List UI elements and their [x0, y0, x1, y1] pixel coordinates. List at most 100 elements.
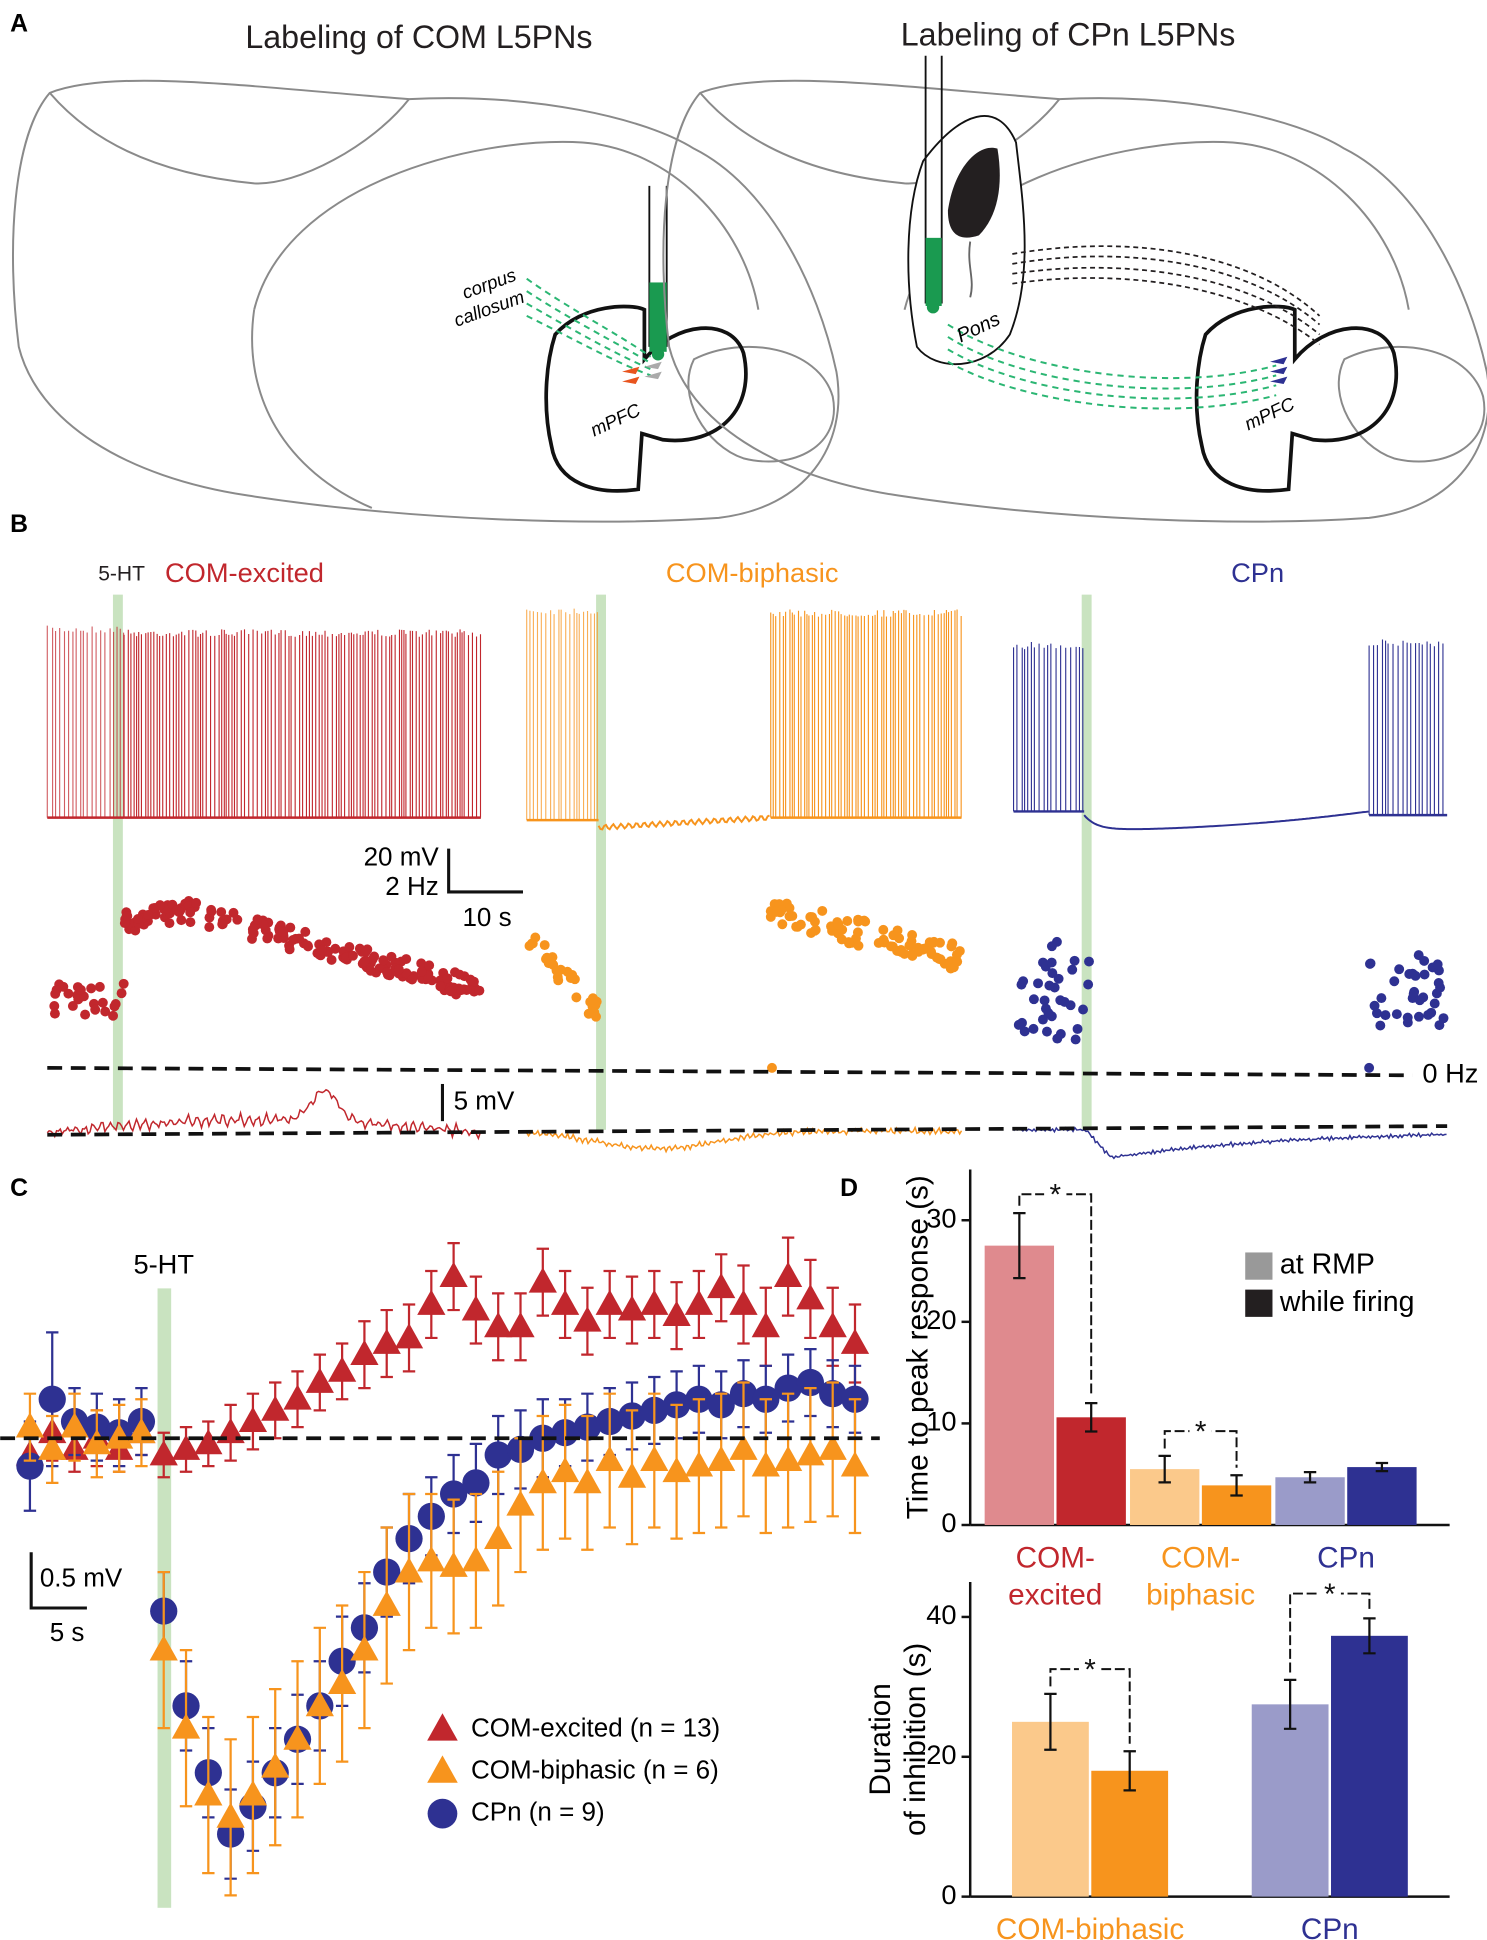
rate-dot — [90, 1004, 101, 1015]
rate-dot — [878, 924, 889, 935]
rate-dot — [381, 967, 392, 978]
rate-dot — [784, 903, 795, 913]
rate-dot — [284, 944, 295, 955]
rate-dot — [204, 922, 215, 933]
rate-dot — [1432, 959, 1443, 970]
rate-dot — [952, 956, 963, 967]
point — [506, 1490, 535, 1516]
rate-dot — [1028, 1023, 1039, 1034]
point — [60, 1412, 89, 1438]
x-tick-label: CPn — [1301, 1913, 1359, 1940]
rate-dot — [86, 983, 97, 994]
rate-dot — [300, 926, 311, 937]
rate-dot — [49, 1001, 60, 1011]
rate-dot — [1070, 1034, 1081, 1045]
bar — [1091, 1770, 1169, 1897]
rate-dot — [401, 968, 412, 979]
rate-dot — [217, 919, 228, 930]
rate-dot — [185, 907, 196, 918]
point — [773, 1261, 803, 1288]
rate-dot — [1028, 994, 1039, 1005]
rate-dot — [326, 954, 337, 965]
point — [751, 1451, 780, 1477]
point — [194, 1428, 223, 1455]
rate-dot — [817, 905, 828, 916]
rate-dot — [905, 940, 916, 951]
rate-dot — [935, 954, 946, 965]
significance-label: * — [1049, 1179, 1061, 1212]
rate-dot — [386, 951, 397, 962]
point — [840, 1328, 870, 1354]
point — [773, 1445, 803, 1471]
scale-bar — [29, 1552, 87, 1610]
rate-dot — [842, 916, 853, 926]
rate-dot — [378, 955, 389, 966]
point — [439, 1551, 468, 1577]
y-tick-label: 0 — [941, 1879, 956, 1910]
point — [640, 1289, 669, 1315]
rate-dot — [1013, 1019, 1024, 1030]
point — [729, 1289, 758, 1315]
rate-dot — [918, 944, 929, 955]
stimulus-bar — [1081, 594, 1092, 1130]
legend-label: CPn (n = 9) — [471, 1797, 605, 1827]
point — [528, 1267, 557, 1293]
rate-dot — [1376, 993, 1387, 1004]
error-bar — [1044, 1692, 1057, 1751]
point — [729, 1434, 758, 1460]
rate-dot — [1044, 980, 1055, 991]
rate-dot — [100, 1006, 111, 1017]
significance-label: * — [1324, 1578, 1336, 1611]
point — [796, 1368, 825, 1397]
stimulus-label: 5-HT — [98, 562, 145, 585]
error-bar — [1303, 1471, 1317, 1484]
rate-dot — [401, 954, 412, 965]
rate-dot — [894, 933, 905, 944]
point — [216, 1802, 245, 1828]
point — [617, 1462, 647, 1488]
significance-bracket — [1163, 1430, 1238, 1468]
rate-dot — [278, 926, 289, 937]
rate-dot — [365, 965, 376, 976]
rate-dot — [1433, 978, 1444, 988]
rate-dot — [1389, 976, 1400, 987]
rate-dot — [1369, 1000, 1380, 1011]
rate-dot — [1402, 1012, 1413, 1023]
rate-dot — [454, 969, 465, 980]
rate-dot — [416, 966, 427, 977]
point — [684, 1451, 714, 1477]
error-bar — [1283, 1678, 1297, 1730]
rate-dot — [359, 956, 370, 967]
label-bg — [1078, 1661, 1102, 1677]
point — [484, 1311, 513, 1338]
rate-dot — [456, 985, 467, 996]
trace-title: COM-biphasic — [666, 557, 839, 588]
point — [461, 1295, 491, 1321]
rate-dot — [1033, 978, 1043, 989]
point — [394, 1557, 424, 1583]
error-bar — [1158, 1454, 1171, 1484]
point — [484, 1523, 513, 1550]
rate-dot — [262, 933, 273, 944]
rate-dot — [1069, 955, 1080, 966]
point — [684, 1289, 714, 1315]
rate-dot — [176, 915, 187, 926]
point — [595, 1445, 624, 1471]
rate-dot — [148, 903, 159, 914]
rate-dot — [1375, 1020, 1386, 1031]
rate-dot — [1410, 970, 1421, 981]
y-tick-label: 20 — [926, 1739, 956, 1770]
scale-label: 20 mV — [364, 841, 440, 871]
rate-dot — [591, 1011, 601, 1022]
rate-dot — [1380, 1010, 1391, 1021]
rate-dot — [885, 941, 896, 952]
trace — [526, 1125, 963, 1154]
rate-dot — [393, 964, 404, 975]
rate-dot — [1426, 1007, 1437, 1018]
scale-label: 2 Hz — [385, 871, 438, 901]
rate-dot — [951, 949, 962, 960]
rate-dot — [97, 997, 108, 1008]
stimulus-bar — [112, 594, 123, 1130]
